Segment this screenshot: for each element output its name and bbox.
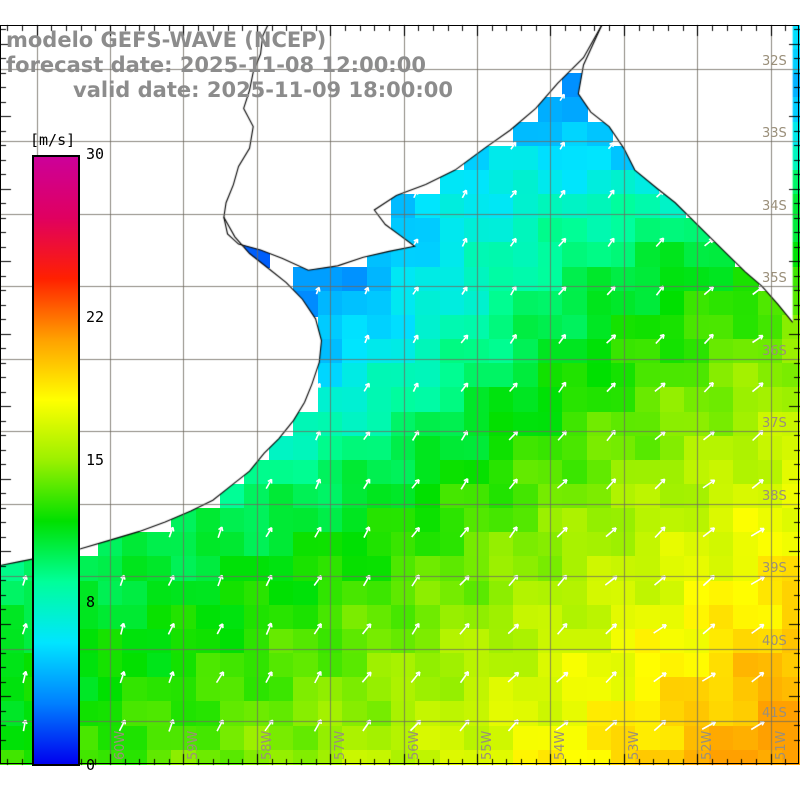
colorbar[interactable] [32, 155, 80, 766]
longitude-label-52w: 52W [700, 730, 716, 760]
title-forecast-date: forecast date: 2025-11-08 12:00:00 [6, 53, 426, 77]
latitude-label-33s: 33S [762, 126, 787, 142]
longitude-label-58w: 58W [259, 730, 275, 760]
longitude-label-57w: 57W [333, 730, 349, 760]
colorbar-tick-8: 8 [86, 593, 96, 612]
latitude-label-35s: 35S [762, 271, 787, 287]
longitude-label-56w: 56W [406, 730, 422, 760]
title-block: modelo GEFS-WAVE (NCEP) forecast date: 2… [0, 28, 520, 103]
longitude-label-55w: 55W [480, 730, 496, 760]
longitude-label-54w: 54W [553, 730, 569, 760]
latitude-label-36s: 36S [762, 343, 787, 359]
colorbar-tick-22: 22 [86, 307, 105, 326]
latitude-label-39s: 39S [762, 561, 787, 577]
title-model: modelo GEFS-WAVE (NCEP) [6, 28, 327, 52]
colorbar-units-label: [m/s] [30, 131, 76, 149]
longitude-label-51w: 51W [773, 730, 789, 760]
latitude-label-38s: 38S [762, 488, 787, 504]
colorbar-tick-15: 15 [86, 450, 105, 469]
longitude-label-53w: 53W [626, 730, 642, 760]
latitude-label-40s: 40S [762, 633, 787, 649]
longitude-label-59w: 59W [186, 730, 202, 760]
longitude-label-60w: 60W [113, 730, 129, 760]
latitude-label-37s: 37S [762, 416, 787, 432]
colorbar-tick-0: 0 [86, 756, 96, 774]
latitude-label-34s: 34S [762, 198, 787, 214]
colorbar-tick-30: 30 [86, 145, 105, 163]
colorbar-gradient [32, 155, 80, 766]
latitude-label-41s: 41S [762, 706, 787, 722]
latitude-label-32s: 32S [762, 53, 787, 69]
title-valid-date: valid date: 2025-11-09 18:00:00 [73, 78, 453, 102]
